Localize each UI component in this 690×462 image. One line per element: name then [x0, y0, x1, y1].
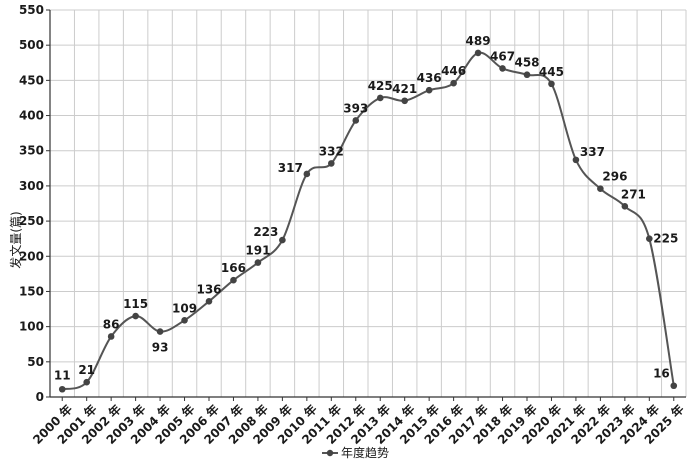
data-point: [621, 203, 629, 210]
y-tick-label: 350: [19, 144, 44, 158]
data-label: 489: [466, 34, 491, 48]
y-tick-label: 450: [19, 73, 44, 87]
data-point: [597, 185, 604, 193]
data-label: 296: [602, 170, 627, 184]
y-tick-label: 500: [19, 38, 44, 52]
y-tick-label: 200: [19, 249, 44, 263]
data-point: [646, 235, 653, 242]
data-point: [548, 80, 555, 88]
data-label: 191: [245, 244, 270, 258]
data-label: 337: [580, 145, 605, 159]
y-tick-labels: 0 50 100 150 200 250 300 350 400 450 500 550: [19, 3, 44, 404]
data-point: [572, 156, 580, 164]
data-label: 332: [319, 144, 344, 158]
data-point: [670, 382, 678, 390]
data-label: 317: [278, 161, 303, 175]
data-point: [181, 317, 188, 324]
data-point: [230, 276, 237, 284]
data-label: 11: [54, 368, 71, 382]
legend-marker: [326, 449, 334, 457]
data-label: 271: [621, 187, 646, 201]
data-label: 109: [172, 301, 197, 315]
data-label: 445: [539, 65, 564, 79]
axes: [46, 9, 686, 401]
data-point: [58, 385, 66, 393]
data-point: [254, 259, 262, 266]
data-label: 21: [78, 363, 95, 377]
y-tick-label: 100: [19, 320, 44, 334]
y-tick-label: 50: [27, 355, 44, 369]
legend-label: 年度趋势: [341, 445, 389, 460]
data-label: 393: [343, 101, 368, 115]
data-point: [474, 49, 482, 57]
data-point: [352, 117, 360, 124]
y-tick-label: 300: [19, 179, 44, 193]
legend: 年度趋势: [322, 445, 389, 460]
data-label: 166: [221, 261, 246, 275]
data-label: 436: [417, 71, 442, 85]
y-tick-label: 150: [19, 284, 44, 298]
data-point: [279, 236, 286, 244]
series-line: [61, 51, 675, 391]
y-tick-label: 400: [19, 109, 44, 123]
data-point: [401, 97, 408, 105]
data-point: [107, 333, 115, 340]
data-point: [499, 65, 506, 72]
data-point: [205, 298, 213, 305]
data-point: [328, 160, 335, 167]
data-point: [523, 71, 531, 79]
y-tick-label: 250: [19, 214, 44, 228]
data-label: 458: [514, 56, 539, 70]
data-point: [450, 79, 457, 87]
data-label: 136: [196, 282, 221, 296]
data-label: 223: [253, 225, 278, 239]
data-point: [132, 312, 139, 320]
data-label: 467: [490, 49, 515, 63]
y-tick-label: 0: [36, 390, 44, 404]
data-label: 421: [392, 82, 417, 96]
data-label: 115: [123, 297, 148, 311]
data-label: 425: [368, 79, 393, 93]
data-point: [83, 378, 90, 386]
y-axis-title: 发文量(篇): [8, 211, 23, 268]
data-label: 16: [653, 367, 670, 381]
data-label: 225: [653, 232, 678, 246]
data-point: [425, 86, 433, 94]
data-label: 446: [441, 64, 466, 78]
data-point: [376, 94, 384, 102]
y-tick-label: 550: [19, 3, 44, 17]
data-label: 93: [152, 341, 169, 355]
data-point: [303, 170, 311, 178]
data-point: [156, 328, 164, 335]
grid-lines: [49, 9, 687, 398]
data-label: 86: [103, 317, 120, 331]
series-layer: [58, 49, 678, 393]
